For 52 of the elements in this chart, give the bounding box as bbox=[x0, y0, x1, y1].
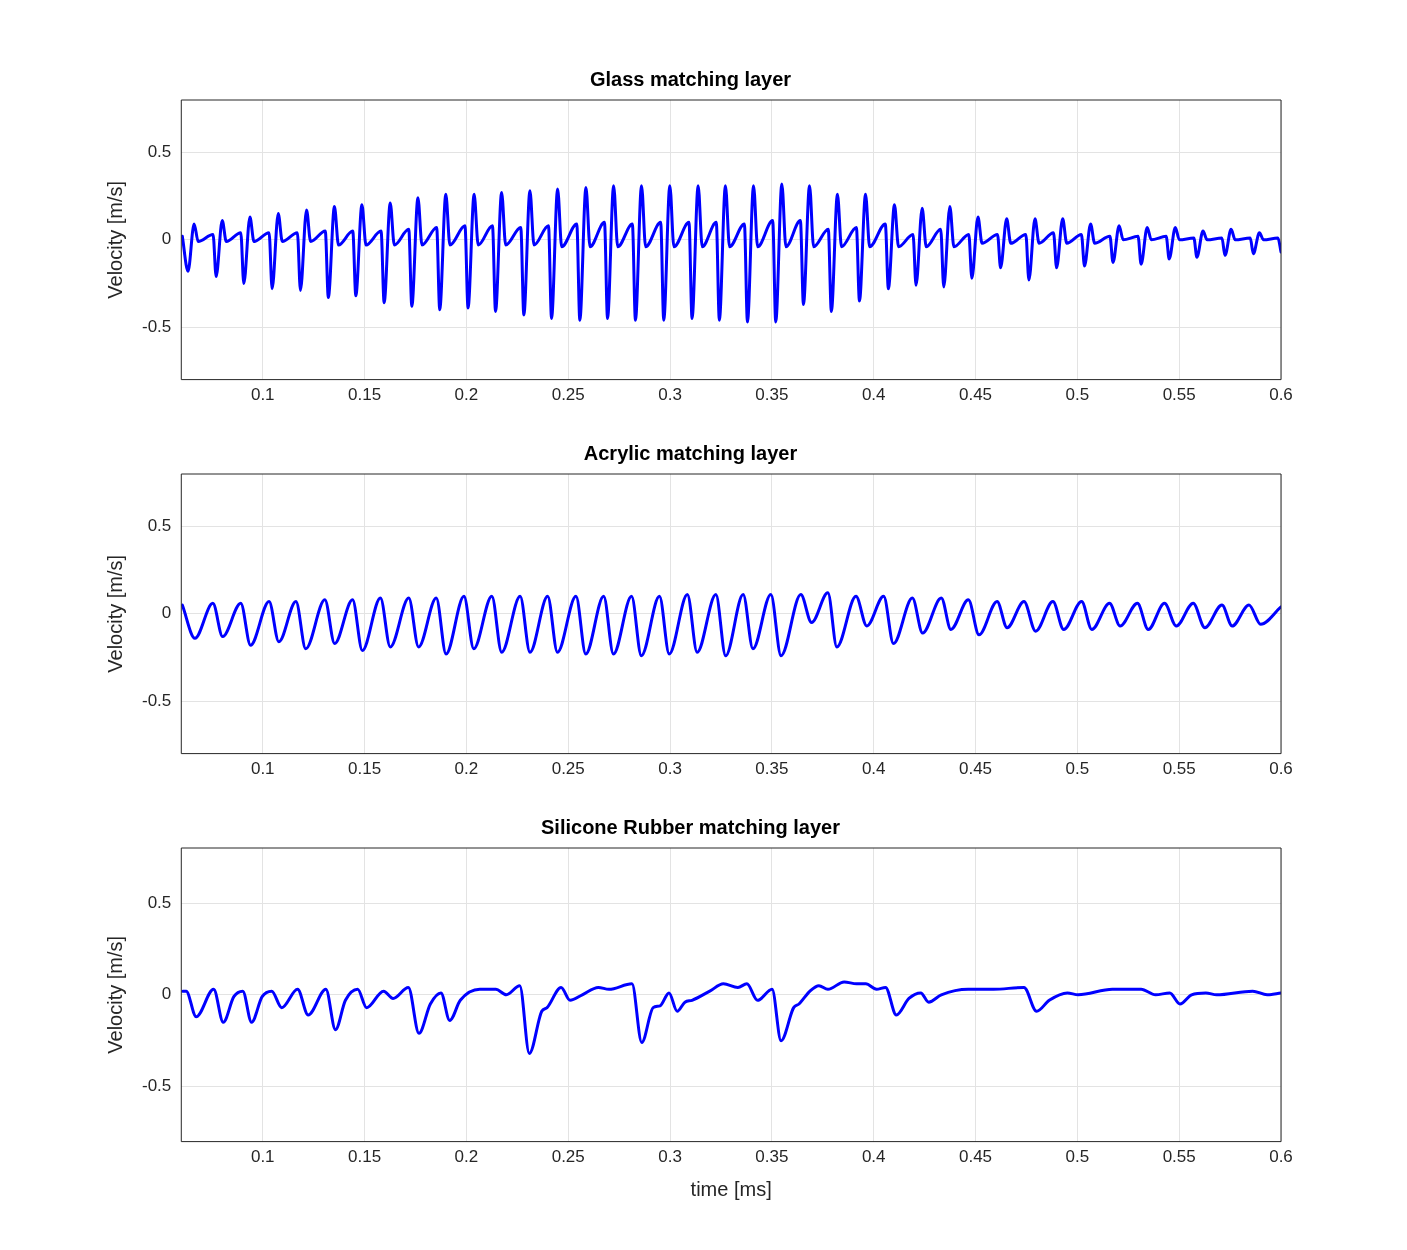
x-axis-title: time [ms] bbox=[690, 1177, 772, 1200]
x-tick-label: 0.55 bbox=[1162, 759, 1196, 779]
chart-title: Silicone Rubber matching layer bbox=[541, 815, 841, 838]
x-tick-label: 0.35 bbox=[755, 1147, 789, 1167]
x-tick-label: 0.45 bbox=[958, 759, 993, 779]
x-tick-label: 0.25 bbox=[551, 1147, 585, 1167]
x-tick-label: 0.25 bbox=[551, 385, 585, 405]
y-tick-label: 0.5 bbox=[147, 142, 172, 162]
x-tick-label: 0.5 bbox=[1065, 385, 1090, 405]
x-tick-label: 0.35 bbox=[755, 759, 789, 779]
x-tick-label: 0.4 bbox=[861, 759, 886, 779]
x-tick-label: 0.55 bbox=[1162, 385, 1196, 405]
x-tick-label: 0.35 bbox=[755, 385, 789, 405]
x-tick-label: 0.1 bbox=[250, 759, 275, 779]
x-tick-label: 0.45 bbox=[958, 1147, 993, 1167]
chart-title: Glass matching layer bbox=[589, 67, 792, 90]
y-axis-title: Velocity [m/s] bbox=[103, 554, 126, 673]
x-tick-label: 0.55 bbox=[1162, 1147, 1196, 1167]
y-tick-label: -0.5 bbox=[142, 690, 172, 710]
x-tick-label: 0.15 bbox=[348, 1147, 382, 1167]
x-tick-label: 0.1 bbox=[250, 1147, 275, 1167]
x-tick-label: 0.2 bbox=[454, 385, 479, 405]
y-tick-label: 0.5 bbox=[147, 516, 172, 536]
x-tick-label: 0.15 bbox=[348, 759, 382, 779]
x-tick-label: 0.6 bbox=[1269, 1147, 1293, 1167]
y-tick-label: 0 bbox=[161, 229, 172, 249]
x-tick-label: 0.6 bbox=[1269, 385, 1293, 405]
line-series bbox=[181, 980, 1281, 1056]
y-axis-title: Velocity [m/s] bbox=[103, 180, 126, 299]
x-tick-label: 0.25 bbox=[551, 759, 585, 779]
y-tick-label: -0.5 bbox=[142, 316, 172, 336]
x-tick-label: 0.1 bbox=[250, 385, 275, 405]
x-tick-label: 0.3 bbox=[658, 759, 682, 779]
x-tick-label: 0.15 bbox=[348, 385, 382, 405]
y-tick-label: 0.5 bbox=[147, 892, 172, 912]
x-tick-label: 0.6 bbox=[1269, 759, 1293, 779]
y-tick-label: 0 bbox=[161, 603, 172, 623]
x-tick-label: 0.3 bbox=[658, 1147, 682, 1167]
x-tick-label: 0.5 bbox=[1065, 759, 1090, 779]
y-axis-title: Velocity [m/s] bbox=[103, 935, 126, 1054]
y-tick-label: -0.5 bbox=[142, 1076, 172, 1096]
x-tick-label: 0.2 bbox=[454, 1147, 479, 1167]
chart-title: Acrylic matching layer bbox=[583, 441, 798, 464]
x-tick-label: 0.45 bbox=[958, 385, 993, 405]
x-tick-label: 0.4 bbox=[861, 385, 886, 405]
line-series bbox=[181, 182, 1281, 324]
x-tick-label: 0.5 bbox=[1065, 1147, 1090, 1167]
x-tick-label: 0.4 bbox=[861, 1147, 886, 1167]
line-series bbox=[181, 591, 1281, 658]
x-tick-label: 0.3 bbox=[658, 385, 682, 405]
x-tick-label: 0.2 bbox=[454, 759, 479, 779]
y-tick-label: 0 bbox=[161, 984, 172, 1004]
